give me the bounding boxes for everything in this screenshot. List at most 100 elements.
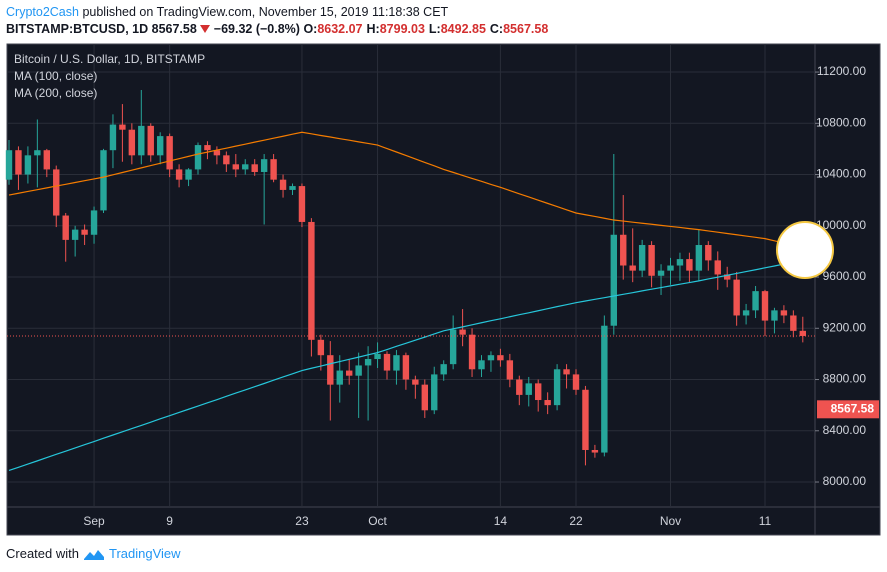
ohlc-key: O: — [303, 22, 318, 36]
candle-body — [251, 164, 258, 172]
x-tick-label: 23 — [295, 514, 309, 528]
y-tick-label: 8000.00 — [823, 474, 867, 488]
candle-body — [525, 383, 532, 395]
candle-body — [724, 274, 731, 280]
y-tick-label: 9600.00 — [823, 269, 867, 283]
price-tag — [817, 400, 879, 419]
candle-body — [459, 329, 466, 335]
candle-body — [705, 245, 712, 261]
candle-body — [109, 124, 117, 151]
candle-body — [223, 155, 230, 165]
publish-line: Crypto2Cash published on TradingView.com… — [6, 5, 448, 19]
x-tick-label: Oct — [368, 514, 387, 528]
x-tick-label: Sep — [83, 514, 105, 528]
x-tick-label: Nov — [660, 514, 681, 528]
change: −69.32 (−0.8%) — [213, 22, 300, 36]
y-tick-label: 8800.00 — [823, 372, 867, 386]
candle-body — [601, 325, 608, 453]
candle-body — [62, 215, 69, 240]
candle-body — [5, 150, 13, 180]
candle-body — [100, 150, 107, 211]
candle-body — [270, 159, 277, 180]
ohlc-value: 8632.07 — [317, 22, 363, 36]
candle-body — [667, 265, 674, 271]
y-tick-label: 8400.00 — [823, 423, 867, 437]
candle-body — [34, 150, 41, 156]
candle-body — [535, 383, 542, 401]
ohlc-key: H: — [366, 22, 380, 36]
candle-body — [185, 169, 192, 180]
highlight-circle — [776, 221, 834, 279]
candle-body — [714, 260, 721, 275]
ohlc-key: C: — [489, 22, 504, 36]
ohlc-value: 8567.58 — [503, 22, 549, 36]
candle-body — [81, 229, 88, 235]
candle-body — [402, 355, 410, 380]
candle-body — [336, 370, 343, 385]
candle-body — [194, 145, 202, 170]
candle-body — [733, 279, 740, 316]
candle-body — [591, 449, 599, 453]
candle-body — [790, 315, 797, 331]
candle-body — [421, 384, 428, 411]
candle-body — [620, 234, 627, 266]
candle-body — [449, 329, 457, 365]
candle-body — [780, 310, 788, 316]
author[interactable]: Crypto2Cash — [6, 5, 79, 19]
candle-body — [487, 355, 495, 361]
brand[interactable]: TradingView — [108, 546, 181, 561]
chart-title: Bitcoin / U.S. Dollar, 1D, BITSTAMP — [14, 52, 205, 66]
price: 8567.58 — [151, 22, 197, 36]
candle-body — [582, 389, 589, 450]
candle-body — [431, 374, 438, 411]
candle-body — [364, 359, 372, 366]
candle-body — [138, 125, 145, 156]
candle-body — [686, 259, 693, 271]
candle-body — [260, 159, 268, 172]
ohlc-value: 8492.85 — [440, 22, 486, 36]
y-tick-label: 11200.00 — [817, 64, 866, 78]
x-tick-label: 22 — [569, 514, 583, 528]
candle-body — [383, 353, 391, 371]
candle-body — [147, 125, 154, 156]
candle-body — [175, 169, 183, 180]
price-tag-label: 8567.58 — [831, 401, 875, 415]
candle-body — [166, 136, 173, 170]
candle-body — [742, 310, 750, 316]
created-with: Created with — [6, 546, 79, 561]
legend-entry: MA (200, close) — [14, 86, 97, 100]
chart-frame — [6, 43, 881, 536]
candle-body — [128, 129, 136, 156]
legend-entry: MA (100, close) — [14, 69, 97, 83]
candle-body — [553, 369, 561, 406]
candle-body — [279, 179, 287, 190]
down-arrow — [200, 25, 211, 33]
candle-body — [516, 379, 523, 395]
candle-body — [355, 365, 362, 376]
candle-body — [204, 145, 211, 151]
candle-body — [563, 369, 570, 375]
candle-body — [289, 186, 296, 190]
candle-body — [478, 360, 485, 370]
y-tick-label: 10400.00 — [816, 167, 866, 181]
candle-body — [468, 334, 476, 370]
candle-body — [610, 234, 617, 326]
candle-body — [393, 355, 400, 371]
candle-body — [497, 355, 504, 361]
candle-body — [676, 259, 684, 266]
candle-body — [629, 265, 636, 271]
x-tick-label: 9 — [166, 514, 173, 528]
ohlc-value: 8799.03 — [379, 22, 425, 36]
published: published on TradingView.com, November 1… — [82, 5, 449, 19]
candle-body — [657, 270, 665, 276]
candle-body — [15, 150, 22, 175]
candle-body — [761, 291, 769, 321]
candle-body — [43, 150, 50, 170]
candle-body — [440, 364, 447, 375]
ohlc: O:8632.07 H:8799.03 L:8492.85 C:8567.58 — [303, 22, 552, 36]
ma-line — [8, 131, 803, 249]
candle-body — [213, 150, 221, 156]
candle-body — [799, 330, 806, 336]
y-tick-label: 10000.00 — [816, 218, 866, 232]
